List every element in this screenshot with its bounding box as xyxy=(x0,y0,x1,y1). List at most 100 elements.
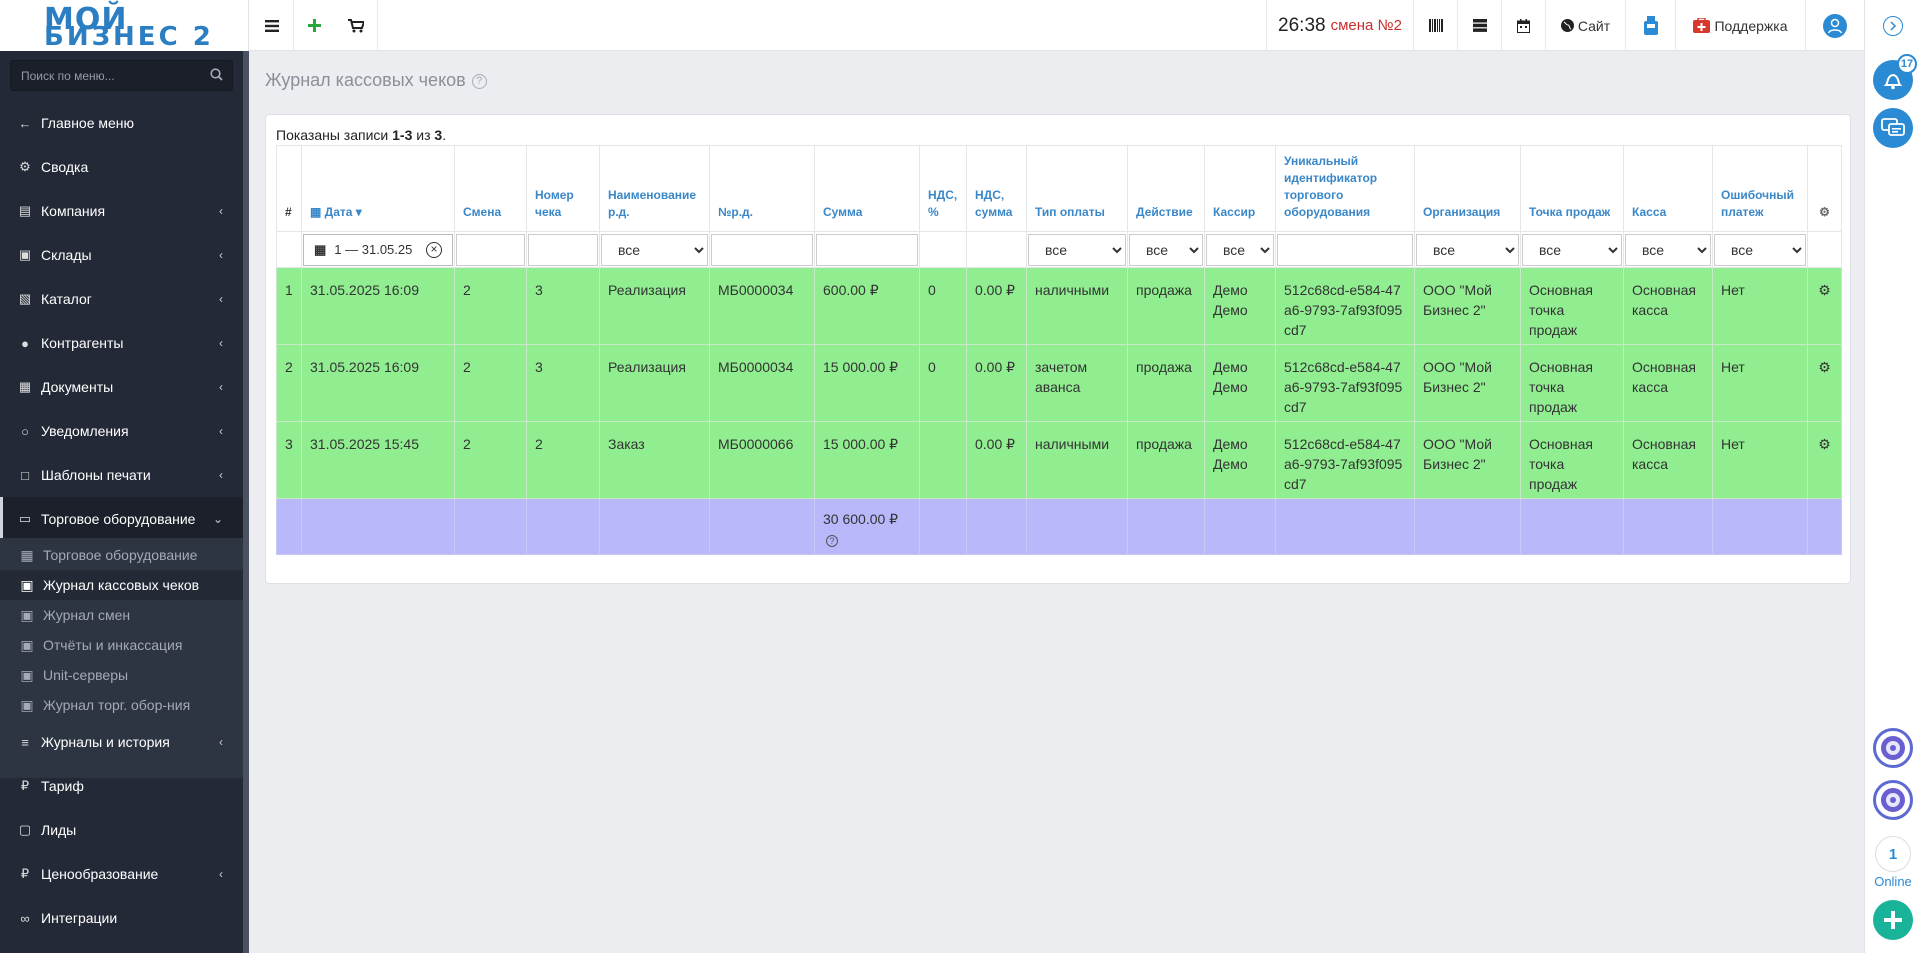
col-header-cashier[interactable]: Кассир xyxy=(1204,145,1276,232)
check-filter-input[interactable] xyxy=(528,233,598,266)
submenu-item-receipts-journal[interactable]: ▣ Журнал кассовых чеков xyxy=(0,570,243,600)
col-header-uid[interactable]: Уникальный идентификатор торгового обору… xyxy=(1275,145,1415,232)
cell-err: Нет xyxy=(1712,267,1808,345)
table-row[interactable]: 2 31.05.2025 16:09 2 3 Реализация МБ0000… xyxy=(276,344,1842,422)
menu-search[interactable] xyxy=(10,60,233,91)
sidebar-item-contractors[interactable]: ● Контрагенты ‹ xyxy=(0,321,243,365)
menu-toggle-button[interactable] xyxy=(250,0,294,51)
col-header-date[interactable]: ▦ Дата ▾ xyxy=(301,145,455,232)
row-actions[interactable]: ⚙ xyxy=(1807,267,1842,345)
sidebar-item-company[interactable]: ▤ Компания ‹ xyxy=(0,189,243,233)
support-button[interactable]: Поддержка xyxy=(1676,0,1806,51)
submenu-item-trade-equipment[interactable]: ▦ Торговое оборудование xyxy=(0,540,243,570)
cell-action: продажа xyxy=(1127,267,1205,345)
gear-icon[interactable]: ⚙ xyxy=(1819,205,1830,219)
sidebar-item-print-templates[interactable]: □ Шаблоны печати ‹ xyxy=(0,453,243,497)
columns-settings[interactable]: ⚙ xyxy=(1807,145,1842,232)
sidebar-item-journals[interactable]: ≡ Журналы и история ‹ xyxy=(0,720,243,764)
col-header-point[interactable]: Точка продаж xyxy=(1520,145,1624,232)
submenu-item-shifts-journal[interactable]: ▣ Журнал смен xyxy=(0,600,243,630)
sidebar-item-warehouses[interactable]: ▣ Склады ‹ xyxy=(0,233,243,277)
submenu-item-reports[interactable]: ▣ Отчёты и инкассация xyxy=(0,630,243,660)
col-header-kassa[interactable]: Касса xyxy=(1623,145,1713,232)
add-widget-button[interactable] xyxy=(1873,900,1913,940)
online-count: 1 xyxy=(1875,836,1911,872)
err-filter-select[interactable]: все xyxy=(1714,233,1806,266)
filter-err: все xyxy=(1712,231,1808,268)
sidebar-item-documents[interactable]: ▦ Документы ‹ xyxy=(0,365,243,409)
cell-uid: 512c68cd-e584-47a6-9793-7af93f095cd7 xyxy=(1275,267,1415,345)
cell-vat-sum: 0.00 ₽ xyxy=(966,344,1027,422)
expand-rail-button[interactable] xyxy=(1883,16,1903,36)
submenu-item-unit-servers[interactable]: ▣ Unit-серверы xyxy=(0,660,243,690)
cell-vat-pct: 0 xyxy=(919,344,967,422)
doc-name-filter-select[interactable]: все xyxy=(601,233,708,266)
arrow-left-icon: ← xyxy=(18,115,32,131)
pay-filter-select[interactable]: все xyxy=(1028,233,1126,266)
submenu-item-equipment-journal[interactable]: ▣ Журнал торг. обор-ния xyxy=(0,690,243,720)
calendar-button[interactable] xyxy=(1502,0,1546,51)
col-header-doc-no[interactable]: №р.д. xyxy=(709,145,815,232)
add-button[interactable] xyxy=(294,0,334,51)
gear-icon[interactable]: ⚙ xyxy=(1818,359,1831,375)
shift-clock[interactable]: 26:38 смена №2 xyxy=(1266,0,1414,51)
col-header-err[interactable]: Ошибочный платеж xyxy=(1712,145,1808,232)
chat-button[interactable] xyxy=(1873,108,1913,148)
gear-icon[interactable]: ⚙ xyxy=(1818,436,1831,452)
user-avatar-button[interactable] xyxy=(1806,0,1864,51)
col-header-check[interactable]: Номер чека xyxy=(526,145,600,232)
help-icon[interactable]: ? xyxy=(826,535,838,547)
col-header-vat-pct[interactable]: НДС, % xyxy=(919,145,967,232)
sidebar-item-integrations[interactable]: ∞ Интеграции xyxy=(0,896,243,940)
col-header-shift[interactable]: Смена xyxy=(454,145,527,232)
cart-button[interactable] xyxy=(334,0,378,51)
kassa-filter-select[interactable]: все xyxy=(1625,233,1711,266)
search-icon[interactable] xyxy=(210,68,223,81)
uid-filter-input[interactable] xyxy=(1277,233,1413,266)
sidebar-item-trade-equipment[interactable]: ▭ Торговое оборудование ⌄ xyxy=(0,497,243,541)
app-logo[interactable]: МОЙ БИЗНЕС 2 xyxy=(0,0,249,52)
cell-err: Нет xyxy=(1712,344,1808,422)
help-icon[interactable]: ? xyxy=(471,74,487,89)
date-range-picker[interactable]: ▦ 1 — 31.05.25 × xyxy=(303,233,453,266)
cell-doc-name: Реализация xyxy=(599,267,710,345)
table-row[interactable]: 3 31.05.2025 15:45 2 2 Заказ МБ0000066 1… xyxy=(276,421,1842,499)
col-header-vat-sum[interactable]: НДС, сумма xyxy=(966,145,1027,232)
action-filter-select[interactable]: все xyxy=(1129,233,1203,266)
menu-search-input[interactable] xyxy=(11,61,201,90)
point-filter-select[interactable]: все xyxy=(1522,233,1622,266)
org-filter-select[interactable]: все xyxy=(1416,233,1519,266)
sidebar-item-pricing[interactable]: ₽ Ценообразование ‹ xyxy=(0,852,243,896)
sidebar-item-leads[interactable]: ▢ Лиды xyxy=(0,808,243,852)
chevron-left-icon: ‹ xyxy=(219,468,223,482)
clear-icon[interactable]: × xyxy=(426,241,442,258)
col-header-action[interactable]: Действие xyxy=(1127,145,1205,232)
table-row[interactable]: 1 31.05.2025 16:09 2 3 Реализация МБ0000… xyxy=(276,267,1842,345)
site-link[interactable]: Сайт xyxy=(1546,0,1626,51)
sidebar-item-summary[interactable]: ⚙ Сводка xyxy=(0,145,243,189)
col-header-pay[interactable]: Тип оплаты xyxy=(1026,145,1128,232)
cashier-button[interactable] xyxy=(1626,0,1676,51)
sum-filter-input[interactable] xyxy=(816,233,918,266)
col-header-sum[interactable]: Сумма xyxy=(814,145,920,232)
sidebar-item-main-menu[interactable]: ← Главное меню xyxy=(0,101,243,145)
notifications-button[interactable]: 17 xyxy=(1873,54,1917,100)
sidebar-item-catalog[interactable]: ▧ Каталог ‹ xyxy=(0,277,243,321)
gear-icon[interactable]: ⚙ xyxy=(1818,282,1831,298)
manager-avatar-1[interactable] xyxy=(1873,728,1913,768)
row-actions[interactable]: ⚙ xyxy=(1807,421,1842,499)
cell-vat-pct: 0 xyxy=(919,267,967,345)
col-header-doc-name[interactable]: Наименование р.д. xyxy=(599,145,710,232)
barcode-button[interactable] xyxy=(1414,0,1458,51)
server-button[interactable] xyxy=(1458,0,1502,51)
sidebar-item-notifications[interactable]: ○ Уведомления ‹ xyxy=(0,409,243,453)
sidebar-scrollbar[interactable] xyxy=(243,51,249,953)
manager-avatar-2[interactable] xyxy=(1873,780,1913,820)
cell-org: ООО "Мой Бизнес 2" xyxy=(1414,267,1521,345)
shift-filter-input[interactable] xyxy=(456,233,525,266)
sidebar-item-tariff[interactable]: ₽ Тариф xyxy=(0,764,243,808)
row-actions[interactable]: ⚙ xyxy=(1807,344,1842,422)
doc-no-filter-input[interactable] xyxy=(711,233,813,266)
col-header-org[interactable]: Организация xyxy=(1414,145,1521,232)
cashier-filter-select[interactable]: все xyxy=(1206,233,1274,266)
